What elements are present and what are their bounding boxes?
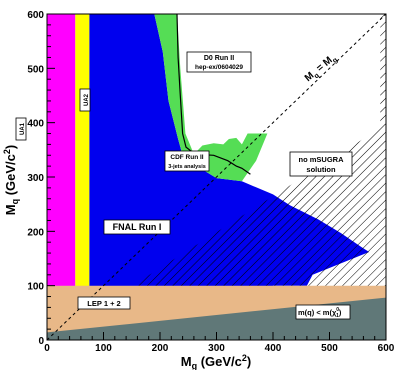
- cdf-label-box: [164, 150, 210, 172]
- fnal-label: FNAL Run I: [113, 222, 162, 232]
- x-tick-label: 400: [265, 343, 282, 354]
- d0-ref-label: hep-ex/0604029: [195, 64, 243, 71]
- ua1-label-box: [15, 117, 27, 141]
- x-tick-label: 500: [321, 343, 338, 354]
- y-tick-label: 400: [27, 119, 44, 130]
- region-cdf-run-ii: [154, 14, 268, 182]
- y-tick-label: 500: [27, 64, 44, 75]
- ticks-layer: 0 100 200 300 400 500 600 0 100 200 300 400 500 600: [27, 10, 394, 354]
- y-tick-label: 300: [27, 173, 44, 184]
- no-msugra-label-2: solution: [306, 165, 336, 174]
- region-no-msugra-solution: [47, 14, 386, 340]
- y-tick-label: 0: [38, 336, 44, 347]
- x-tick-label: 200: [152, 343, 169, 354]
- y-tick-label: 200: [27, 227, 44, 238]
- y-axis-title: Mq (GeV/c2): [2, 145, 20, 216]
- ua2-label-box: [79, 88, 91, 112]
- x-tick-label: 300: [208, 343, 225, 354]
- no-msugra-label: no mSUGRA: [299, 155, 345, 164]
- x-tick-label: 0: [44, 343, 50, 354]
- labels-layer: UA1 UA2 D0 Run II hep-ex/0604029 CDF Run II 3…: [15, 51, 353, 320]
- d0-label-box: [186, 51, 252, 73]
- ua1-label: UA1: [20, 122, 26, 135]
- cdf-label: CDF Run II: [170, 154, 203, 161]
- no-msugra-label-box: [289, 151, 353, 177]
- mq-mchi-label: m(q) < m(χ0 1): [298, 307, 342, 319]
- region-ua1: [47, 14, 76, 340]
- x-axis-title: Mg (GeV/c2): [181, 353, 252, 370]
- y-tick-label: 100: [27, 282, 44, 293]
- fnal-label-box: [103, 219, 171, 235]
- x-tick-label: 100: [95, 343, 112, 354]
- mq-mchi-label-box: [295, 304, 351, 320]
- ua2-label: UA2: [84, 93, 90, 106]
- y-tick-label: 600: [27, 10, 44, 21]
- curve-diagonal: [47, 14, 386, 340]
- cdf-sub-label: 3-jets analysis: [168, 164, 206, 170]
- d0-label: D0 Run II: [204, 55, 234, 62]
- x-tick-label: 600: [378, 343, 394, 354]
- lep-label: LEP 1 + 2: [87, 299, 120, 308]
- lep-label-box: [77, 296, 131, 310]
